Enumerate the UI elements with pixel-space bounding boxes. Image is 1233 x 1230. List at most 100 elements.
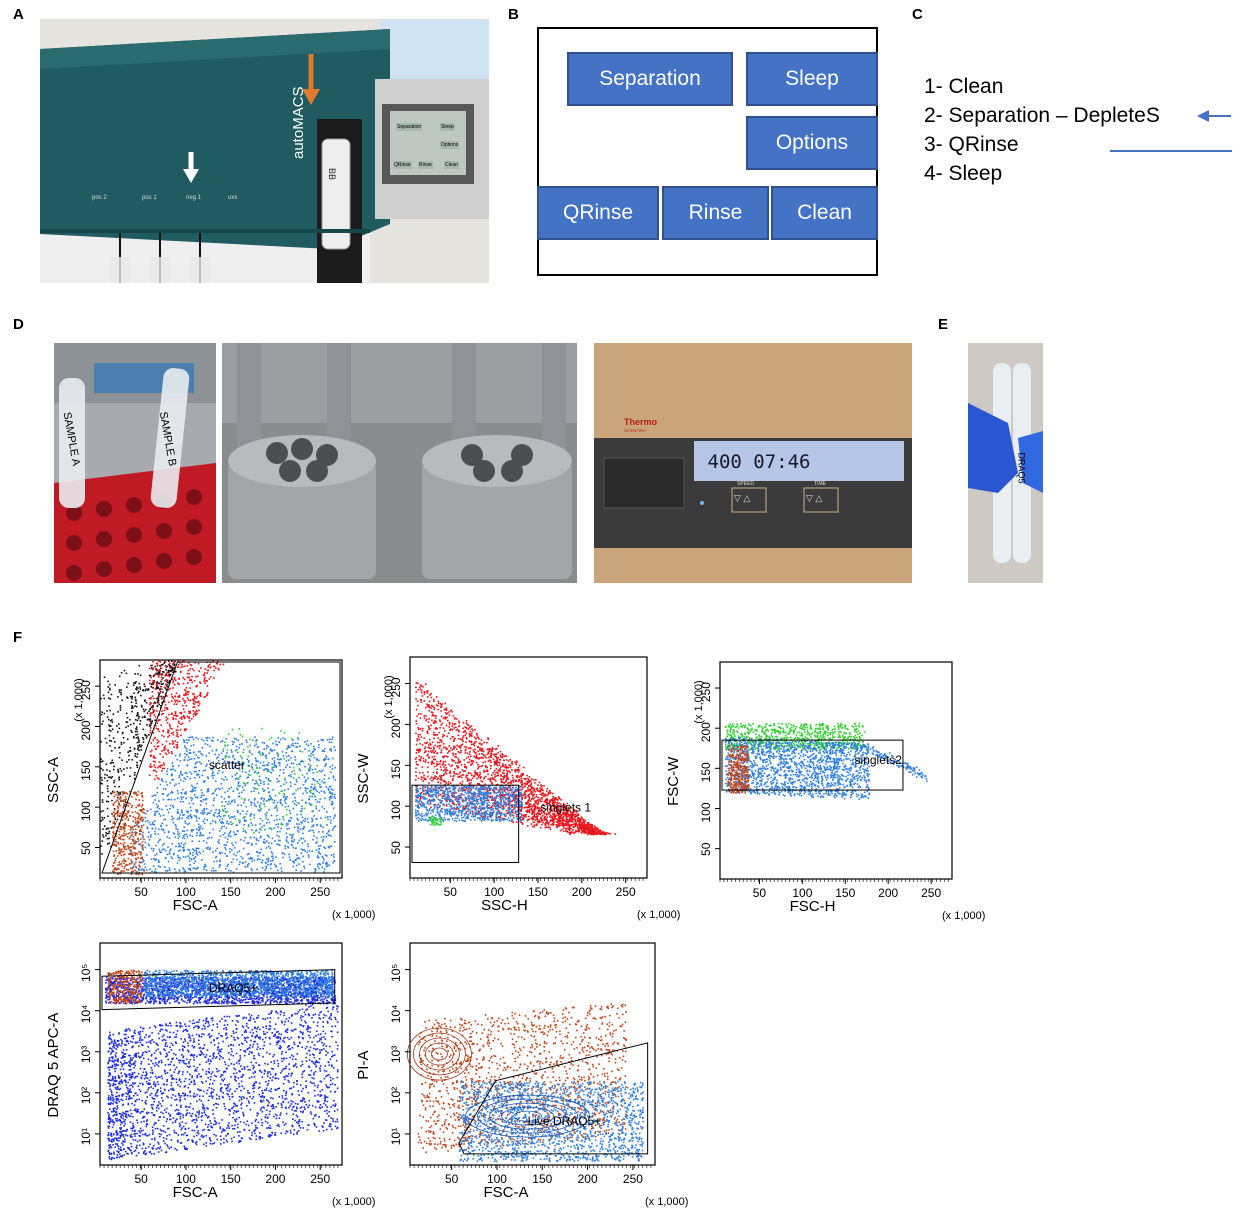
options-button[interactable]: Options	[746, 116, 878, 170]
event-dot	[558, 805, 561, 808]
event-dot	[522, 794, 524, 797]
event-dot	[609, 833, 611, 835]
event-dot	[178, 870, 181, 872]
event-dot	[141, 857, 144, 860]
event-dot	[314, 795, 316, 798]
event-dot	[261, 788, 264, 790]
event-dot	[202, 820, 205, 823]
event-dot	[243, 782, 245, 784]
event-dot	[566, 802, 569, 805]
event-dot	[285, 824, 288, 827]
sleep-button[interactable]: Sleep	[746, 52, 878, 106]
event-dot	[246, 865, 249, 868]
event-dot	[167, 660, 170, 662]
event-dot	[118, 833, 121, 836]
event-dot	[140, 816, 143, 819]
clean-button[interactable]: Clean	[771, 186, 878, 240]
event-dot	[199, 681, 201, 684]
event-dot	[307, 769, 310, 772]
event-dot	[273, 763, 276, 766]
event-dot	[449, 729, 451, 731]
event-dot	[607, 832, 610, 835]
event-dot	[437, 803, 440, 806]
event-dot	[214, 790, 217, 792]
event-dot	[491, 746, 494, 749]
event-dot	[316, 758, 318, 760]
event-dot	[181, 663, 183, 666]
event-dot	[156, 704, 159, 707]
event-dot	[176, 666, 179, 668]
event-dot	[328, 777, 330, 780]
event-dot	[121, 865, 124, 868]
qrinse-button[interactable]: QRinse	[537, 186, 659, 240]
event-dot	[189, 868, 192, 870]
event-dot	[316, 790, 318, 793]
event-dot	[441, 755, 444, 758]
event-dot	[466, 774, 469, 777]
event-dot	[163, 818, 165, 821]
event-dot	[135, 828, 137, 831]
event-dot	[562, 827, 565, 829]
event-dot	[134, 840, 136, 842]
event-dot	[316, 837, 318, 839]
event-dot	[158, 778, 160, 780]
event-dot	[237, 788, 239, 791]
event-dot	[119, 872, 122, 875]
event-dot	[556, 802, 559, 804]
event-dot	[260, 807, 262, 810]
event-dot	[309, 764, 312, 767]
event-dot	[170, 856, 173, 858]
event-dot	[212, 740, 214, 742]
event-dot	[551, 819, 553, 821]
event-dot	[228, 847, 231, 850]
event-dot	[570, 832, 572, 835]
event-dot	[275, 766, 278, 769]
event-dot	[190, 796, 192, 799]
event-dot	[317, 857, 320, 859]
event-dot	[231, 822, 234, 825]
separation-button[interactable]: Separation	[567, 52, 733, 106]
event-dot	[122, 807, 125, 809]
event-dot	[116, 799, 119, 801]
event-dot	[169, 743, 171, 745]
event-dot	[160, 825, 162, 827]
event-dot	[113, 821, 115, 823]
event-dot	[506, 788, 509, 791]
event-dot	[241, 757, 243, 759]
event-dot	[193, 849, 195, 851]
event-dot	[127, 805, 130, 807]
event-dot	[294, 756, 296, 758]
event-dot	[238, 746, 240, 749]
event-dot	[206, 680, 208, 682]
rinse-button[interactable]: Rinse	[662, 186, 769, 240]
event-dot	[174, 695, 177, 698]
event-dot	[516, 761, 518, 764]
event-dot	[420, 776, 423, 778]
event-dot	[265, 747, 268, 750]
event-dot	[251, 753, 254, 755]
event-dot	[307, 744, 310, 747]
event-dot	[239, 734, 242, 736]
event-dot	[422, 760, 425, 762]
event-dot	[217, 660, 219, 662]
event-dot	[172, 687, 174, 689]
event-dot	[111, 721, 114, 723]
event-dot	[175, 718, 177, 720]
event-dot	[505, 769, 508, 772]
event-dot	[197, 773, 199, 775]
event-dot	[533, 826, 535, 828]
event-dot	[117, 768, 119, 771]
event-dot	[219, 835, 222, 837]
event-dot	[524, 792, 526, 795]
event-dot	[453, 747, 455, 750]
event-dot	[118, 785, 120, 788]
event-dot	[249, 818, 252, 821]
event-dot	[137, 840, 140, 843]
event-dot	[124, 824, 127, 827]
event-dot	[268, 799, 271, 801]
event-dot	[517, 769, 520, 771]
event-dot	[154, 761, 156, 763]
event-dot	[159, 690, 162, 693]
event-dot	[244, 830, 247, 832]
event-dot	[181, 817, 184, 820]
